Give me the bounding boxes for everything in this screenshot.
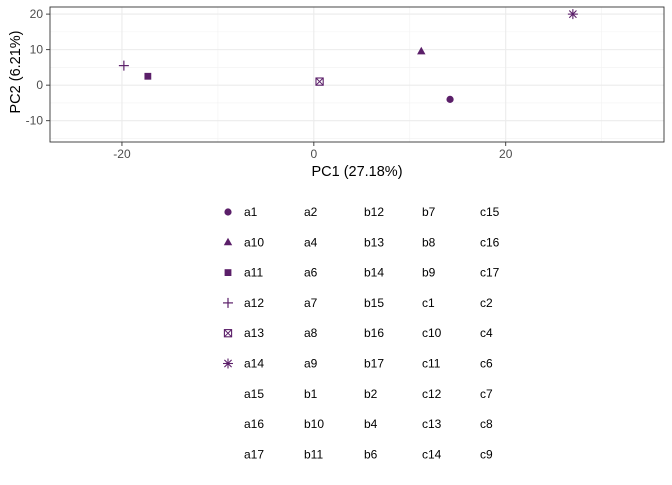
legend-label-c2: c2 [480, 296, 493, 310]
axis-ticks: -20 0 20 -10 0 10 20 [26, 7, 513, 161]
legend-label-c16: c16 [480, 235, 500, 249]
y-tick-label: 20 [30, 7, 44, 21]
legend-key-a1 [224, 208, 232, 216]
legend-label-a10: a10 [244, 235, 264, 249]
legend-label-c8: c8 [480, 417, 493, 431]
legend-label-b10: b10 [304, 417, 324, 431]
legend-label-c13: c13 [422, 417, 442, 431]
legend-label-c14: c14 [422, 447, 442, 461]
legend-key-a10 [223, 237, 233, 246]
legend-label-b11: b11 [304, 447, 323, 461]
legend-label-b4: b4 [364, 417, 378, 431]
legend-label-b7: b7 [422, 205, 436, 219]
y-axis-title: PC2 (6.21%) [8, 30, 24, 113]
legend-label-b17: b17 [364, 357, 384, 371]
legend-label-b12: b12 [364, 205, 384, 219]
legend-label-a4: a4 [304, 235, 318, 249]
y-tick-label: 0 [36, 78, 43, 92]
legend-key-a14 [223, 358, 233, 369]
legend-label-a7: a7 [304, 296, 318, 310]
legend-label-c9: c9 [480, 447, 493, 461]
legend-label-a14: a14 [244, 357, 264, 371]
legend-label-c12: c12 [422, 387, 442, 401]
legend-label-a17: a17 [244, 447, 264, 461]
legend-label-c7: c7 [480, 387, 493, 401]
legend-label-a15: a15 [244, 387, 264, 401]
legend-label-a13: a13 [244, 326, 264, 340]
legend-label-c17: c17 [480, 266, 500, 280]
panel-border [49, 6, 665, 143]
grid-major [50, 7, 664, 142]
legend-label-a2: a2 [304, 205, 318, 219]
legend-label-b9: b9 [422, 266, 436, 280]
legend: a1 a10 a11 a12 a13 a14 a15 a16 a17 a2 a4 a6 a7 a8 a9 b1… [223, 205, 500, 461]
legend-label-c10: c10 [422, 326, 442, 340]
legend-label-a1: a1 [244, 205, 258, 219]
legend-key-a12 [223, 297, 233, 308]
legend-label-c6: c6 [480, 357, 493, 371]
legend-label-a12: a12 [244, 296, 264, 310]
legend-label-b8: b8 [422, 235, 436, 249]
legend-label-b16: b16 [364, 326, 384, 340]
legend-label-a8: a8 [304, 326, 318, 340]
legend-label-a6: a6 [304, 266, 318, 280]
legend-label-b13: b13 [364, 235, 384, 249]
data-point-a1 [446, 95, 454, 103]
legend-label-b15: b15 [364, 296, 384, 310]
legend-label-a9: a9 [304, 357, 318, 371]
x-tick-label: 0 [310, 147, 317, 161]
legend-key-a11 [224, 269, 232, 276]
legend-label-c11: c11 [422, 357, 441, 371]
data-point-a13 [315, 77, 324, 86]
x-tick-label: 20 [499, 147, 513, 161]
x-tick-label: -20 [113, 147, 131, 161]
legend-label-a16: a16 [244, 417, 264, 431]
legend-label-c4: c4 [480, 326, 493, 340]
data-point-a12 [118, 60, 129, 71]
legend-label-b1: b1 [304, 387, 318, 401]
grid-minor [50, 7, 664, 142]
legend-key-a13 [223, 329, 233, 338]
y-tick-label: -10 [26, 114, 44, 128]
legend-label-c15: c15 [480, 205, 500, 219]
data-points [118, 9, 578, 103]
x-axis-title: PC1 (27.18%) [311, 164, 402, 180]
legend-label-b2: b2 [364, 387, 378, 401]
legend-label-c1: c1 [422, 296, 435, 310]
legend-label-a11: a11 [244, 266, 263, 280]
y-tick-label: 10 [30, 43, 44, 57]
data-point-a11 [144, 72, 152, 80]
data-point-a10 [417, 46, 426, 55]
legend-label-b6: b6 [364, 447, 378, 461]
legend-label-b14: b14 [364, 266, 384, 280]
data-point-a14 [567, 9, 578, 20]
